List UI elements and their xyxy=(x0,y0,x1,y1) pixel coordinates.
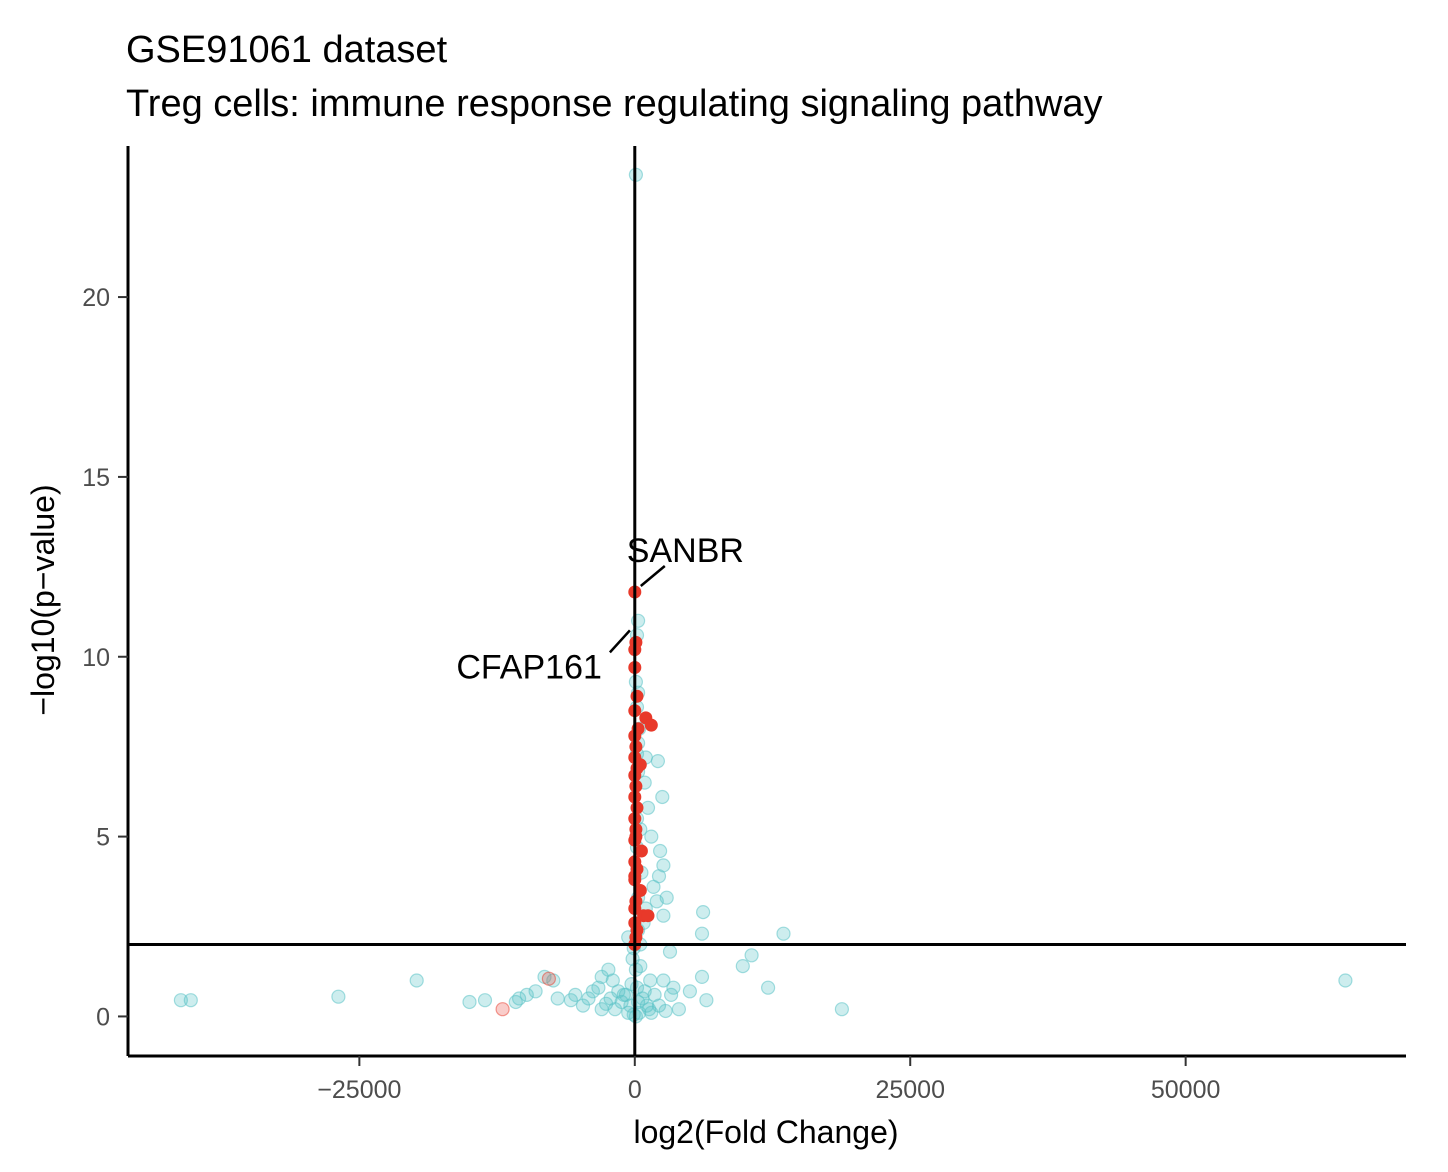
data-point xyxy=(744,948,759,963)
y-tick-label: 0 xyxy=(96,1003,110,1031)
highlight-point xyxy=(644,718,658,732)
label-cfap161: CFAP161 xyxy=(456,648,602,686)
cfap161-leader-line xyxy=(608,629,631,654)
x-tick-label: −25000 xyxy=(317,1076,401,1104)
sanbr-leader-line xyxy=(639,565,666,587)
data-point xyxy=(694,969,710,985)
data-point xyxy=(477,993,493,1008)
data-points xyxy=(173,167,1353,1024)
data-point xyxy=(541,971,557,986)
data-point xyxy=(656,908,671,923)
data-point xyxy=(173,993,188,1008)
data-point xyxy=(495,1002,510,1017)
y-axis-title: −log10(p−value) xyxy=(25,484,61,715)
data-point xyxy=(658,1003,673,1019)
data-point xyxy=(644,829,659,844)
data-point xyxy=(519,987,534,1003)
data-point xyxy=(508,994,523,1010)
chart-subtitle: Treg cells: immune response regulating s… xyxy=(126,83,1103,125)
y-tick-label: 20 xyxy=(82,284,110,312)
data-point xyxy=(695,904,711,920)
threshold-lines xyxy=(128,146,1406,1056)
data-point xyxy=(699,993,714,1008)
label-sanbr: SANBR xyxy=(627,532,744,570)
data-point xyxy=(649,894,664,909)
data-point xyxy=(834,1002,850,1017)
highlight-point xyxy=(634,844,648,858)
data-point xyxy=(663,987,679,1003)
data-point xyxy=(585,984,601,999)
data-point xyxy=(1338,973,1353,988)
highlight-point xyxy=(630,801,644,815)
data-point xyxy=(581,991,596,1006)
data-point xyxy=(760,980,776,995)
data-point xyxy=(682,984,698,999)
data-point xyxy=(652,843,668,859)
data-point xyxy=(671,1002,687,1017)
data-point xyxy=(598,996,614,1011)
data-point xyxy=(662,944,678,959)
y-tick-label: 5 xyxy=(96,824,110,852)
data-point xyxy=(616,987,631,1003)
highlight-point xyxy=(641,909,655,923)
data-point xyxy=(409,973,424,988)
data-point xyxy=(644,1005,659,1020)
x-axis-title: log2(Fold Change) xyxy=(633,1114,898,1150)
chart-title: GSE91061 dataset xyxy=(126,29,448,71)
axes: −25000 0 25000 50000 0 5 10 15 20 xyxy=(82,146,1406,1104)
data-point xyxy=(462,994,477,1010)
data-point xyxy=(635,991,650,1006)
data-point xyxy=(183,993,198,1008)
y-tick-label: 10 xyxy=(82,644,110,672)
highlight-point xyxy=(630,761,644,775)
data-point xyxy=(694,926,710,941)
data-point xyxy=(575,998,591,1013)
highlight-point xyxy=(633,884,647,897)
data-point xyxy=(650,753,666,769)
data-point xyxy=(655,789,670,805)
data-point xyxy=(550,991,565,1006)
data-point xyxy=(776,926,791,941)
data-point xyxy=(563,993,579,1008)
data-point xyxy=(656,973,671,988)
data-point xyxy=(331,989,346,1004)
data-point xyxy=(735,958,750,974)
data-point xyxy=(646,879,661,895)
gene-annotations: SANBR CFAP161 xyxy=(456,532,744,686)
data-point xyxy=(594,969,609,985)
data-point xyxy=(528,984,543,999)
highlight-point xyxy=(630,689,644,703)
y-tick-label: 15 xyxy=(82,464,110,492)
x-tick-label: 25000 xyxy=(875,1076,945,1104)
x-tick-label: 0 xyxy=(628,1076,642,1104)
x-tick-label: 50000 xyxy=(1151,1076,1221,1104)
